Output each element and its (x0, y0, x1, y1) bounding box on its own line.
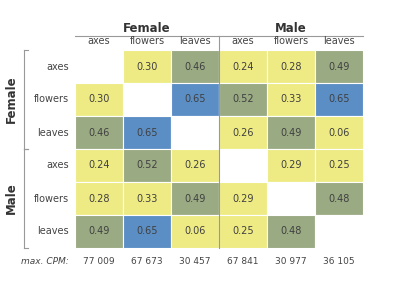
Text: 0.33: 0.33 (280, 95, 302, 105)
Text: flowers: flowers (34, 194, 69, 204)
Text: 0.52: 0.52 (232, 95, 254, 105)
Bar (219, 215, 267, 248)
Bar (267, 182, 315, 215)
Bar (315, 116, 363, 149)
Text: 0.24: 0.24 (232, 62, 254, 72)
Bar (315, 149, 363, 182)
Bar (219, 50, 267, 83)
Text: 0.48: 0.48 (280, 227, 302, 237)
Text: 0.26: 0.26 (184, 161, 206, 171)
Bar (171, 149, 219, 182)
Text: flowers: flowers (34, 95, 69, 105)
Bar (171, 83, 219, 116)
Bar (75, 116, 123, 149)
Text: 0.49: 0.49 (280, 128, 302, 138)
Text: 0.06: 0.06 (328, 128, 350, 138)
Text: 0.46: 0.46 (88, 128, 110, 138)
Bar (219, 83, 267, 116)
Text: 0.49: 0.49 (184, 194, 206, 204)
Text: axes: axes (46, 161, 69, 171)
Bar (171, 182, 219, 215)
Bar (219, 149, 267, 182)
Bar (123, 83, 171, 116)
Bar (75, 182, 123, 215)
Text: axes: axes (46, 62, 69, 72)
Text: 0.65: 0.65 (184, 95, 206, 105)
Text: axes: axes (88, 36, 110, 46)
Bar (75, 83, 123, 116)
Text: 0.33: 0.33 (136, 194, 158, 204)
Bar (315, 83, 363, 116)
Text: 36 105: 36 105 (323, 256, 355, 265)
Text: 67 673: 67 673 (131, 256, 163, 265)
Bar (267, 215, 315, 248)
Text: 30 977: 30 977 (275, 256, 307, 265)
Bar (315, 50, 363, 83)
Bar (171, 215, 219, 248)
Text: flowers: flowers (130, 36, 164, 46)
Text: axes: axes (232, 36, 254, 46)
Text: 0.28: 0.28 (88, 194, 110, 204)
Bar (123, 116, 171, 149)
Text: 0.26: 0.26 (232, 128, 254, 138)
Bar (315, 182, 363, 215)
Bar (123, 50, 171, 83)
Text: 0.49: 0.49 (328, 62, 350, 72)
Text: 0.06: 0.06 (184, 227, 206, 237)
Text: leaves: leaves (179, 36, 211, 46)
Bar (171, 116, 219, 149)
Text: 0.65: 0.65 (328, 95, 350, 105)
Text: 0.48: 0.48 (328, 194, 350, 204)
Bar (171, 50, 219, 83)
Text: 0.28: 0.28 (280, 62, 302, 72)
Text: Female: Female (4, 76, 18, 123)
Text: 0.29: 0.29 (232, 194, 254, 204)
Bar (123, 215, 171, 248)
Bar (123, 182, 171, 215)
Bar (75, 149, 123, 182)
Text: 0.30: 0.30 (88, 95, 110, 105)
Text: max. CPM:: max. CPM: (21, 256, 69, 265)
Bar (267, 116, 315, 149)
Bar (219, 116, 267, 149)
Text: Female: Female (123, 22, 171, 34)
Text: 0.49: 0.49 (88, 227, 110, 237)
Text: 0.25: 0.25 (328, 161, 350, 171)
Text: leaves: leaves (37, 227, 69, 237)
Text: leaves: leaves (323, 36, 355, 46)
Bar (267, 149, 315, 182)
Text: Male: Male (275, 22, 307, 34)
Text: 30 457: 30 457 (179, 256, 211, 265)
Bar (219, 182, 267, 215)
Bar (267, 50, 315, 83)
Text: 0.29: 0.29 (280, 161, 302, 171)
Bar (267, 83, 315, 116)
Text: 0.65: 0.65 (136, 227, 158, 237)
Text: 0.30: 0.30 (136, 62, 158, 72)
Text: 77 009: 77 009 (83, 256, 115, 265)
Text: flowers: flowers (274, 36, 308, 46)
Bar (315, 215, 363, 248)
Text: Male: Male (4, 182, 18, 214)
Bar (123, 149, 171, 182)
Text: 0.65: 0.65 (136, 128, 158, 138)
Bar (75, 50, 123, 83)
Text: 0.52: 0.52 (136, 161, 158, 171)
Text: 0.46: 0.46 (184, 62, 206, 72)
Text: 67 841: 67 841 (227, 256, 259, 265)
Bar (75, 215, 123, 248)
Text: 0.24: 0.24 (88, 161, 110, 171)
Text: leaves: leaves (37, 128, 69, 138)
Text: 0.25: 0.25 (232, 227, 254, 237)
